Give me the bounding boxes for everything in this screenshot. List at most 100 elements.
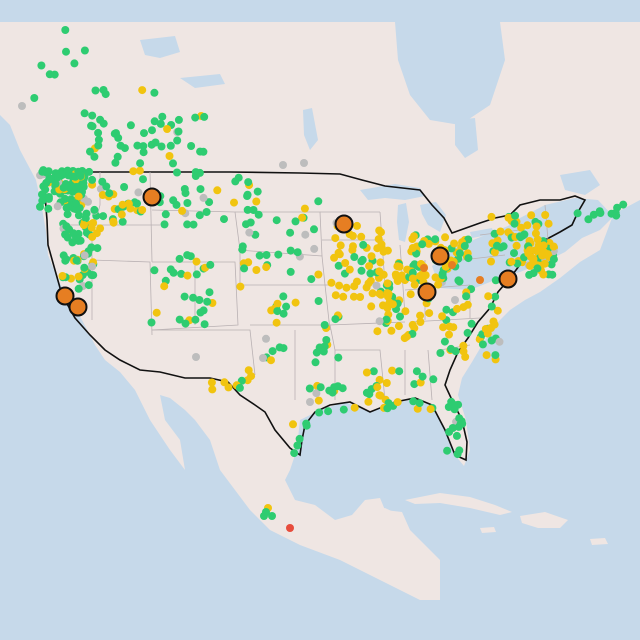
site-dot[interactable] xyxy=(268,347,277,356)
site-dot[interactable] xyxy=(252,197,261,206)
site-dot[interactable] xyxy=(463,300,472,309)
site-dot[interactable] xyxy=(245,228,254,237)
site-dot[interactable] xyxy=(490,248,499,257)
site-dot[interactable] xyxy=(431,235,440,244)
site-dot[interactable] xyxy=(459,341,468,350)
site-dot[interactable] xyxy=(205,198,214,207)
site-dot[interactable] xyxy=(275,343,284,352)
site-dot[interactable] xyxy=(420,264,428,272)
site-dot[interactable] xyxy=(395,367,404,376)
site-dot[interactable] xyxy=(495,337,504,346)
site-dot[interactable] xyxy=(369,367,378,376)
site-dot[interactable] xyxy=(195,296,204,304)
site-dot[interactable] xyxy=(89,271,98,280)
highlighted-site-marker[interactable] xyxy=(334,214,354,234)
site-dot[interactable] xyxy=(279,161,287,169)
site-dot[interactable] xyxy=(306,398,314,406)
site-dot[interactable] xyxy=(393,398,402,407)
site-dot[interactable] xyxy=(151,138,160,147)
site-dot[interactable] xyxy=(376,391,385,400)
site-dot[interactable] xyxy=(373,327,382,336)
site-dot[interactable] xyxy=(410,232,418,241)
site-dot[interactable] xyxy=(367,252,376,261)
site-dot[interactable] xyxy=(255,251,264,260)
site-dot[interactable] xyxy=(573,209,582,218)
site-dot[interactable] xyxy=(254,210,263,219)
site-dot[interactable] xyxy=(64,183,73,192)
site-dot[interactable] xyxy=(262,334,270,343)
site-dot[interactable] xyxy=(290,449,299,458)
site-dot[interactable] xyxy=(523,221,532,230)
site-dot[interactable] xyxy=(507,257,516,266)
site-dot[interactable] xyxy=(74,284,83,293)
site-dot[interactable] xyxy=(181,189,190,198)
site-dot[interactable] xyxy=(267,306,276,315)
site-dot[interactable] xyxy=(416,318,425,326)
site-dot[interactable] xyxy=(359,240,368,249)
site-dot[interactable] xyxy=(443,446,452,455)
site-dot[interactable] xyxy=(302,421,311,430)
site-dot[interactable] xyxy=(101,90,110,99)
site-dot[interactable] xyxy=(189,293,198,302)
site-dot[interactable] xyxy=(80,109,89,118)
site-dot[interactable] xyxy=(366,269,375,278)
site-dot[interactable] xyxy=(335,250,344,259)
highlighted-site-marker[interactable] xyxy=(417,282,437,302)
site-dot[interactable] xyxy=(246,218,255,227)
site-dot[interactable] xyxy=(173,168,181,177)
site-dot[interactable] xyxy=(41,168,50,177)
site-dot[interactable] xyxy=(152,308,161,317)
site-dot[interactable] xyxy=(220,215,228,224)
site-dot[interactable] xyxy=(491,351,500,360)
site-dot[interactable] xyxy=(253,187,262,196)
site-dot[interactable] xyxy=(322,336,331,344)
site-dot[interactable] xyxy=(267,356,275,365)
highlighted-site-marker[interactable] xyxy=(142,187,162,207)
site-dot[interactable] xyxy=(191,315,200,324)
site-dot[interactable] xyxy=(425,309,434,318)
site-dot[interactable] xyxy=(445,330,453,339)
site-dot[interactable] xyxy=(438,312,447,321)
site-dot[interactable] xyxy=(118,200,127,209)
site-dot[interactable] xyxy=(165,152,174,160)
site-dot[interactable] xyxy=(408,274,417,283)
site-dot[interactable] xyxy=(126,121,135,130)
site-dot[interactable] xyxy=(99,212,108,221)
site-dot[interactable] xyxy=(612,211,621,220)
site-dot[interactable] xyxy=(94,135,103,144)
site-dot[interactable] xyxy=(18,102,26,110)
site-dot[interactable] xyxy=(358,255,367,264)
site-dot[interactable] xyxy=(51,179,60,188)
site-dot[interactable] xyxy=(339,292,348,301)
site-dot[interactable] xyxy=(94,128,103,137)
site-dot[interactable] xyxy=(449,400,458,409)
site-dot[interactable] xyxy=(57,170,66,179)
site-dot[interactable] xyxy=(200,320,209,329)
site-dot[interactable] xyxy=(72,256,81,265)
site-dot[interactable] xyxy=(139,175,147,184)
site-dot[interactable] xyxy=(311,358,320,367)
site-dot[interactable] xyxy=(429,375,438,384)
site-dot[interactable] xyxy=(487,212,496,221)
site-dot[interactable] xyxy=(252,266,261,274)
site-dot[interactable] xyxy=(74,211,83,220)
site-dot[interactable] xyxy=(238,242,247,251)
site-dot[interactable] xyxy=(235,383,244,392)
site-dot[interactable] xyxy=(44,193,53,201)
site-dot[interactable] xyxy=(96,115,105,124)
site-dot[interactable] xyxy=(491,276,500,285)
site-dot[interactable] xyxy=(175,254,184,263)
site-dot[interactable] xyxy=(408,244,417,252)
site-dot[interactable] xyxy=(525,246,534,255)
site-dot[interactable] xyxy=(98,191,107,199)
site-dot[interactable] xyxy=(510,219,519,228)
site-dot[interactable] xyxy=(320,342,329,351)
site-dot[interactable] xyxy=(478,340,487,349)
site-dot[interactable] xyxy=(195,211,204,220)
site-dot[interactable] xyxy=(487,257,495,266)
site-dot[interactable] xyxy=(84,281,93,290)
site-dot[interactable] xyxy=(312,389,321,398)
site-dot[interactable] xyxy=(445,322,454,331)
site-dot[interactable] xyxy=(410,280,419,289)
site-dot[interactable] xyxy=(169,159,177,168)
